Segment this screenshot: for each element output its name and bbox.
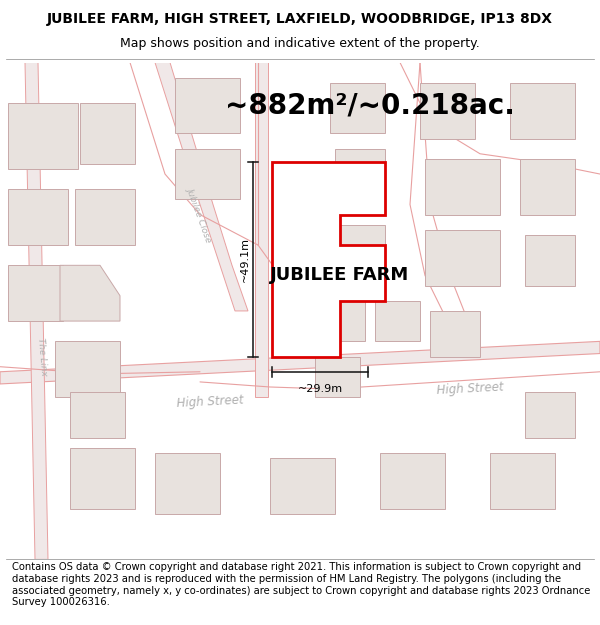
- Polygon shape: [25, 62, 48, 559]
- Bar: [155, 453, 220, 514]
- Polygon shape: [255, 62, 268, 397]
- Polygon shape: [272, 162, 385, 357]
- Text: JUBILEE FARM: JUBILEE FARM: [271, 266, 410, 284]
- Bar: [520, 159, 575, 214]
- Text: High Street: High Street: [176, 394, 244, 411]
- Bar: [375, 301, 420, 341]
- Bar: [490, 453, 555, 509]
- Bar: [75, 189, 135, 245]
- Text: ~49.1m: ~49.1m: [240, 237, 250, 282]
- Bar: [315, 357, 360, 397]
- Bar: [8, 103, 78, 169]
- Bar: [270, 458, 335, 514]
- Bar: [70, 448, 135, 509]
- Bar: [420, 82, 475, 139]
- Bar: [80, 103, 135, 164]
- Bar: [175, 78, 240, 134]
- Polygon shape: [155, 62, 248, 311]
- Bar: [525, 235, 575, 286]
- Bar: [335, 149, 385, 204]
- Polygon shape: [60, 265, 120, 321]
- Bar: [380, 453, 445, 509]
- Bar: [525, 392, 575, 438]
- Bar: [310, 301, 365, 341]
- Bar: [330, 82, 385, 134]
- Bar: [175, 149, 240, 199]
- Bar: [425, 159, 500, 214]
- Bar: [8, 189, 68, 245]
- Text: Jubilee Close: Jubilee Close: [186, 186, 214, 243]
- Bar: [430, 311, 480, 357]
- Text: ~29.9m: ~29.9m: [298, 384, 343, 394]
- Bar: [70, 392, 125, 438]
- Bar: [335, 225, 385, 276]
- Text: ~882m²/~0.218ac.: ~882m²/~0.218ac.: [225, 91, 515, 119]
- Text: JUBILEE FARM, HIGH STREET, LAXFIELD, WOODBRIDGE, IP13 8DX: JUBILEE FARM, HIGH STREET, LAXFIELD, WOO…: [47, 12, 553, 26]
- Bar: [510, 82, 575, 139]
- Bar: [8, 265, 63, 321]
- Text: The Linx: The Linx: [36, 337, 48, 376]
- Bar: [425, 230, 500, 286]
- Text: High Street: High Street: [436, 381, 504, 398]
- Text: Contains OS data © Crown copyright and database right 2021. This information is : Contains OS data © Crown copyright and d…: [12, 562, 590, 608]
- Text: Map shows position and indicative extent of the property.: Map shows position and indicative extent…: [120, 36, 480, 49]
- Polygon shape: [0, 341, 600, 384]
- Bar: [55, 341, 120, 397]
